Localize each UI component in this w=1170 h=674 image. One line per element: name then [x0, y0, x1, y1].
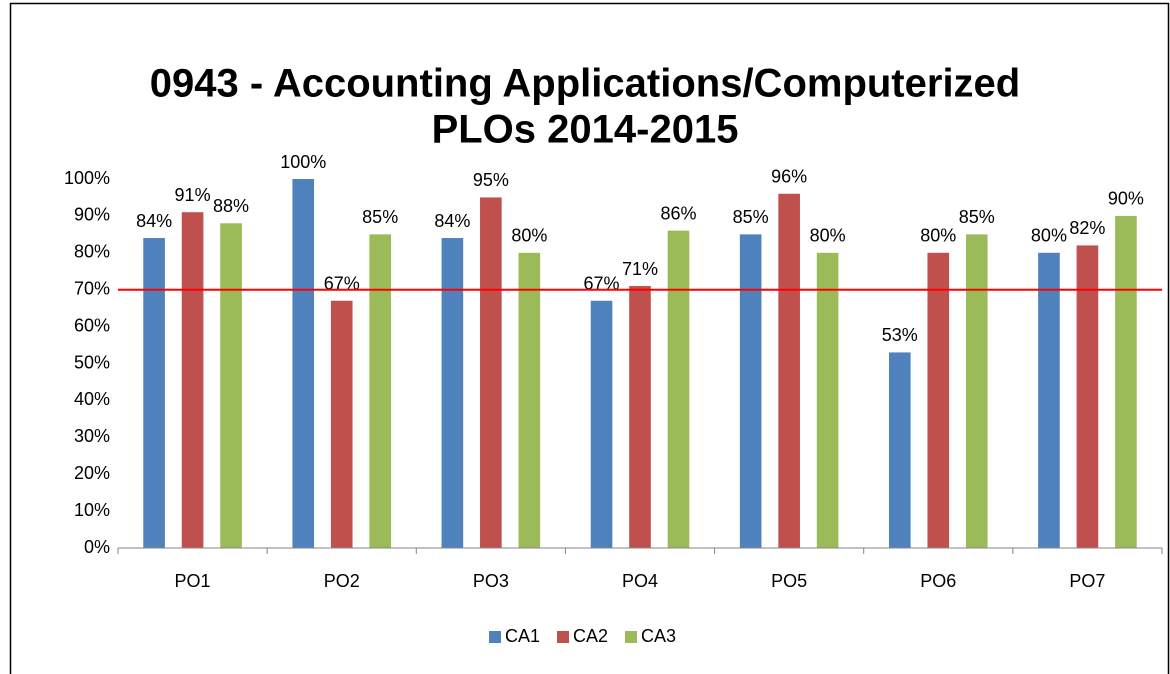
x-tick-label: PO2: [324, 571, 360, 591]
legend-swatch: [625, 631, 637, 643]
bar: [330, 300, 353, 548]
bar: [667, 230, 690, 548]
data-label: 67%: [584, 274, 620, 294]
bar: [1076, 245, 1099, 549]
y-tick-label: 90%: [74, 205, 110, 225]
x-tick-label: PO7: [1069, 571, 1105, 591]
data-label: 84%: [136, 211, 172, 231]
y-tick-label: 0%: [84, 537, 110, 557]
bar: [629, 286, 651, 548]
legend-label: CA2: [573, 626, 608, 646]
x-tick-label: PO3: [473, 571, 509, 591]
data-label: 100%: [280, 152, 326, 172]
data-label: 67%: [324, 274, 360, 294]
data-label: 96%: [771, 167, 807, 187]
data-label: 71%: [622, 259, 658, 279]
data-label: 86%: [660, 203, 696, 223]
legend-label: CA3: [641, 626, 676, 646]
data-label: 85%: [959, 207, 995, 227]
data-label: 82%: [1069, 218, 1105, 238]
chart-title: PLOs 2014-2015: [432, 108, 739, 152]
bar: [480, 197, 502, 548]
data-label: 95%: [473, 170, 509, 190]
data-label: 85%: [362, 207, 398, 227]
bar: [292, 179, 315, 548]
chart-title: 0943 - Accounting Applications/Computeri…: [150, 62, 1020, 106]
data-label: 80%: [810, 226, 846, 246]
y-tick-label: 40%: [74, 389, 110, 409]
data-label: 80%: [1031, 226, 1067, 246]
bar: [1038, 252, 1060, 549]
bar: [220, 223, 242, 548]
bar: [1115, 215, 1137, 548]
bar: [181, 212, 204, 548]
y-tick-label: 10%: [74, 500, 110, 520]
y-tick-label: 60%: [74, 315, 110, 335]
bar: [143, 238, 165, 549]
legend-swatch: [557, 631, 569, 643]
data-label: 53%: [882, 325, 918, 345]
legend-swatch: [489, 631, 501, 643]
y-tick-label: 30%: [74, 426, 110, 446]
y-tick-label: 50%: [74, 352, 110, 372]
bar: [739, 234, 762, 548]
x-tick-label: PO1: [175, 571, 211, 591]
data-label: 84%: [434, 211, 470, 231]
y-tick-label: 70%: [74, 278, 110, 298]
data-label: 91%: [175, 185, 211, 205]
bar: [590, 300, 613, 548]
bar: [441, 238, 464, 549]
data-label: 88%: [213, 196, 249, 216]
x-tick-label: PO4: [622, 571, 658, 591]
y-tick-label: 100%: [64, 168, 110, 188]
bar: [778, 193, 800, 548]
x-tick-label: PO6: [920, 571, 956, 591]
bar: [927, 252, 950, 549]
bar: [369, 234, 392, 548]
y-tick-label: 80%: [74, 242, 110, 262]
bar: [518, 252, 541, 549]
legend-label: CA1: [505, 626, 540, 646]
bar: [965, 234, 988, 548]
bar: [816, 252, 839, 549]
data-label: 80%: [511, 226, 547, 246]
bar: [888, 352, 911, 548]
data-label: 80%: [920, 226, 956, 246]
y-tick-label: 20%: [74, 463, 110, 483]
x-tick-label: PO5: [771, 571, 807, 591]
data-label: 90%: [1108, 189, 1144, 209]
data-label: 85%: [733, 207, 769, 227]
